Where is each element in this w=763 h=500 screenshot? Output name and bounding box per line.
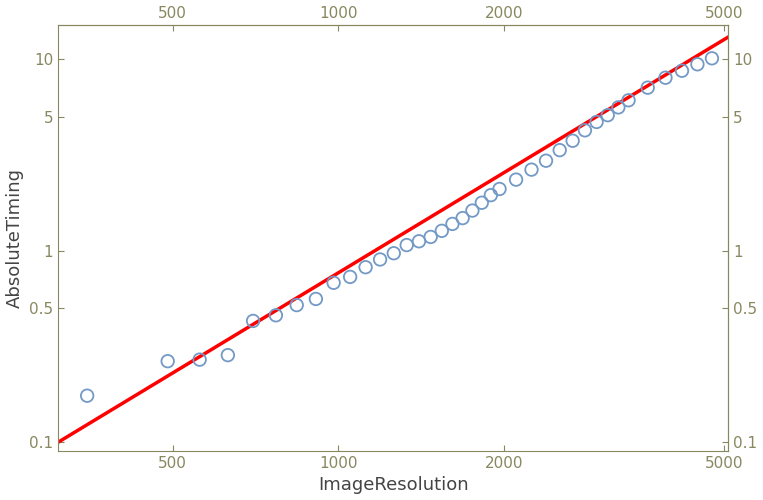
Point [374, 256, 386, 264]
Point [310, 295, 322, 303]
Point [706, 54, 718, 62]
Point [510, 176, 522, 184]
Point [659, 74, 671, 82]
Point [436, 227, 448, 235]
Point [291, 301, 303, 309]
Point [676, 66, 688, 74]
Point [401, 241, 413, 249]
Point [456, 214, 468, 222]
Point [413, 238, 425, 246]
Point [485, 191, 497, 199]
Point [612, 104, 624, 112]
Point [623, 96, 635, 104]
X-axis label: ImageResolution: ImageResolution [318, 476, 468, 494]
Point [446, 220, 459, 228]
Point [424, 233, 436, 241]
Point [327, 279, 340, 287]
Point [162, 357, 174, 365]
Point [494, 185, 506, 193]
Point [270, 312, 282, 320]
Point [567, 136, 579, 144]
Point [554, 146, 566, 154]
Point [475, 198, 488, 206]
Point [359, 263, 372, 271]
Point [247, 317, 259, 325]
Point [591, 118, 603, 126]
Point [194, 356, 206, 364]
Point [602, 111, 614, 119]
Point [222, 351, 234, 359]
Point [466, 206, 478, 214]
Point [81, 392, 93, 400]
Y-axis label: AbsoluteTiming: AbsoluteTiming [5, 168, 24, 308]
Point [344, 273, 356, 281]
Point [388, 249, 400, 257]
Point [540, 156, 552, 164]
Point [642, 84, 654, 92]
Point [579, 126, 591, 134]
Point [526, 166, 538, 173]
Point [691, 60, 703, 68]
